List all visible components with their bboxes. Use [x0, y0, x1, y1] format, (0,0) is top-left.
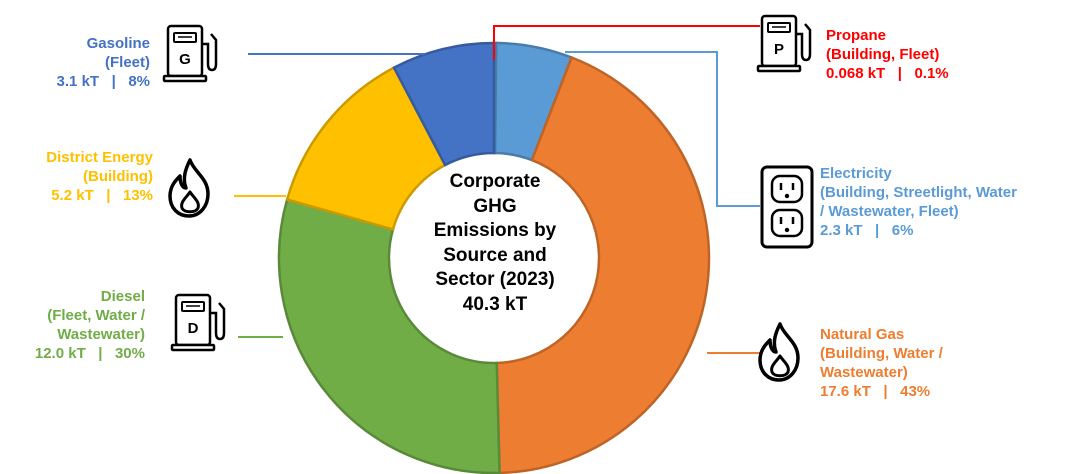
slice-value-line: 2.3 kT | 6%: [820, 222, 914, 239]
pump-letter: D: [188, 320, 199, 337]
leader-line-electricity: [565, 51, 760, 207]
slice-name: District Energy: [46, 149, 153, 166]
slice-sector: (Building, Fleet): [826, 46, 940, 63]
center-line: Corporate: [449, 171, 541, 192]
leader-line-propane: [493, 25, 760, 60]
slice-name: Propane: [826, 27, 887, 44]
slice-name: Natural Gas: [820, 326, 905, 343]
center-line: GHG: [473, 195, 517, 217]
slice-sector: Wastewater): [820, 364, 908, 381]
slice-sector: (Fleet, Water /: [47, 307, 145, 324]
slice-name: Gasoline: [86, 35, 150, 52]
slice-sector: (Fleet): [105, 54, 150, 71]
center-label: Corporate GHG Emissions by Source and Se…: [390, 170, 600, 317]
center-total: 40.3 kT: [462, 293, 528, 315]
label-gasoline: Gasoline (Fleet) 3.1 kT | 8%: [0, 34, 150, 91]
electrical-outlet-icon: [760, 165, 814, 249]
slice-value-line: 17.6 kT | 43%: [820, 383, 931, 400]
slice-sector: Wastewater): [57, 326, 145, 343]
pump-letter: G: [179, 51, 191, 68]
flame-icon: [168, 158, 210, 218]
pump-letter: P: [774, 41, 784, 58]
icons: P D G: [162, 14, 814, 382]
label-propane: Propane (Building, Fleet) 0.068 kT | 0.1…: [826, 26, 949, 83]
label-district-energy: District Energy (Building) 5.2 kT | 13%: [0, 148, 153, 205]
slice-value-line: 3.1 kT | 8%: [56, 73, 150, 90]
label-diesel: Diesel (Fleet, Water / Wastewater) 12.0 …: [0, 287, 145, 363]
slice-sector: (Building): [83, 168, 153, 185]
fuel-pump-icon: G: [162, 24, 218, 83]
fuel-pump-icon: P: [756, 14, 812, 73]
donut-slices: [277, 41, 711, 474]
label-electricity: Electricity (Building, Streetlight, Wate…: [820, 164, 1017, 240]
donut-slice-district-energy: [285, 65, 447, 231]
slice-sector: (Building, Water /: [820, 345, 943, 362]
slice-name: Diesel: [100, 288, 145, 305]
flame-icon: [758, 322, 800, 382]
slice-value-line: 0.068 kT | 0.1%: [826, 65, 949, 82]
center-line: Sector (2023): [435, 269, 555, 290]
label-natural-gas: Natural Gas (Building, Water / Wastewate…: [820, 325, 943, 401]
center-line: Emissions by: [433, 220, 557, 241]
donut-slice-diesel: [277, 197, 501, 474]
slice-value-line: 12.0 kT | 30%: [34, 345, 145, 362]
leader-lines: [234, 25, 760, 354]
donut-slice-natural-gas: [495, 55, 711, 474]
fuel-pump-icon: D: [170, 293, 226, 352]
center-line: Source and: [443, 244, 547, 266]
slice-sector: (Building, Streetlight, Water: [820, 184, 1017, 201]
slice-value-line: 5.2 kT | 13%: [51, 187, 153, 204]
slice-sector: / Wastewater, Fleet): [820, 203, 959, 220]
slice-name: Electricity: [820, 165, 892, 182]
